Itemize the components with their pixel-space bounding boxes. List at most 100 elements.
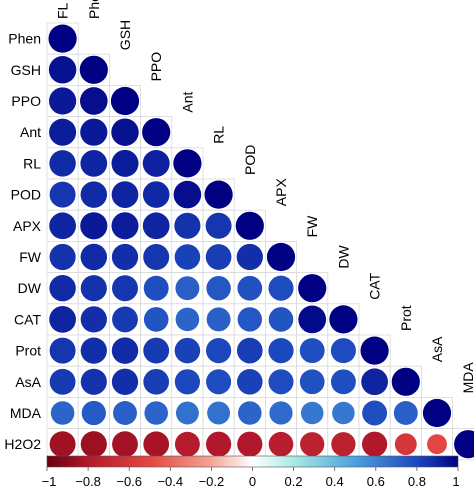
row-label-FW: FW: [19, 249, 42, 265]
colorbar: −1 −0.8 −0.6 −0.4 −0.2 0 0.2 0.4 0.6 0.8 1: [42, 455, 460, 489]
column-label-DW: DW: [335, 244, 351, 268]
column-label-FW: FW: [304, 215, 320, 238]
corr-circle-AsA-FW: [299, 369, 325, 395]
corr-circle-Prot-GSH: [111, 337, 139, 364]
corr-circle-H2O2-Ant: [174, 431, 200, 457]
corr-circle-H2O2-GSH: [112, 431, 138, 458]
corr-circle-H2O2-CAT: [361, 431, 388, 457]
corr-circle-CAT-RL: [206, 307, 231, 332]
column-label-CAT: CAT: [367, 272, 383, 299]
corr-circle-MDA-DW: [332, 401, 355, 425]
corr-circle-CAT-FL: [49, 306, 76, 333]
corr-circle-H2O2-AsA: [427, 434, 447, 455]
corr-circle-MDA-APX: [269, 401, 293, 425]
corr-circle-CAT-PPO: [143, 307, 169, 332]
colorbar-tick-label: −0.4: [157, 474, 183, 489]
row-label-RL: RL: [23, 155, 41, 171]
corr-circle-H2O2-Phen: [80, 431, 107, 458]
column-label-RL: RL: [211, 126, 227, 144]
corr-circle-MDA-Phen: [81, 400, 106, 426]
correlation-circles: [48, 24, 474, 459]
row-label-GSH: GSH: [11, 62, 41, 78]
colorbar-tick-label: 1: [452, 474, 459, 489]
corr-circle-APX-RL: [205, 212, 232, 239]
corr-circle-Ant-PPO: [142, 118, 171, 147]
row-label-MDA: MDA: [10, 405, 42, 421]
corr-circle-GSH-FL: [48, 56, 77, 84]
corr-circle-POD-PPO: [142, 181, 170, 208]
corr-circle-MDA-PPO: [144, 401, 168, 425]
corr-circle-DW-FW: [298, 274, 327, 303]
corr-circle-CAT-DW: [329, 305, 358, 334]
corr-circle-Prot-DW: [330, 338, 356, 364]
corr-circle-DW-PPO: [143, 275, 169, 301]
corr-circle-CAT-Ant: [175, 307, 200, 332]
corr-circle-FW-Phen: [80, 243, 108, 271]
corr-circle-RL-FL: [49, 150, 76, 177]
corr-circle-APX-PPO: [142, 212, 170, 240]
corr-circle-H2O2-FL: [49, 431, 76, 458]
corr-circle-POD-Ant: [173, 180, 202, 209]
corr-circle-POD-Phen: [80, 181, 108, 208]
corr-circle-AsA-APX: [268, 369, 294, 395]
corr-circle-Ant-Phen: [80, 118, 108, 146]
corr-circle-DW-Ant: [175, 276, 200, 301]
corr-circle-AsA-FL: [49, 368, 76, 395]
corr-circle-RL-Phen: [80, 150, 108, 177]
corr-circle-PPO-FL: [49, 87, 77, 115]
row-label-CAT: CAT: [14, 311, 41, 327]
corr-circle-MDA-POD: [238, 401, 262, 425]
column-label-GSH: GSH: [117, 20, 133, 50]
colorbar-tick-label: −0.2: [199, 474, 225, 489]
row-label-PPO: PPO: [11, 93, 41, 109]
row-label-Phen: Phen: [8, 31, 41, 47]
corr-circle-POD-GSH: [111, 181, 139, 208]
corr-circle-Prot-Phen: [80, 337, 107, 364]
corr-circle-GSH-Phen: [79, 55, 108, 84]
row-label-Ant: Ant: [20, 124, 41, 140]
corr-circle-APX-Phen: [80, 212, 108, 240]
corr-circle-AsA-POD: [237, 369, 263, 395]
corr-circle-PPO-GSH: [110, 86, 140, 116]
corr-circle-Prot-CAT: [360, 336, 389, 365]
corr-circle-Phen-FL: [48, 24, 77, 53]
corr-circle-MDA-Ant: [175, 401, 199, 425]
corr-circle-POD-RL: [204, 180, 233, 209]
corr-circle-Prot-Ant: [174, 337, 201, 364]
corr-circle-H2O2-MDA: [454, 430, 474, 459]
corr-circle-AsA-RL: [206, 369, 232, 395]
colorbar-tick-label: 0: [249, 474, 256, 489]
row-label-DW: DW: [18, 280, 42, 296]
corr-circle-AsA-CAT: [361, 368, 388, 396]
corr-circle-DW-POD: [237, 275, 263, 301]
colorbar-ticks: −1 −0.8 −0.6 −0.4 −0.2 0 0.2 0.4 0.6 0.8 1: [42, 467, 460, 489]
variable-labels: Phen GSH PPO Ant RL POD APX FW DW CAT Prot AsA MDA H2…: [4, 0, 474, 452]
corr-circle-APX-Ant: [174, 212, 201, 239]
corr-circle-FW-PPO: [143, 244, 170, 270]
corr-circle-Ant-FL: [49, 118, 77, 146]
corr-circle-H2O2-POD: [237, 431, 263, 457]
corr-circle-DW-Phen: [80, 275, 107, 302]
corr-circle-AsA-DW: [330, 369, 356, 395]
corr-circle-PPO-Phen: [79, 87, 108, 115]
corr-circle-Prot-POD: [236, 337, 263, 364]
row-label-AsA: AsA: [15, 374, 41, 390]
corr-circle-CAT-FW: [298, 305, 327, 334]
corr-circle-RL-GSH: [111, 149, 139, 177]
corr-circle-MDA-RL: [207, 401, 231, 425]
corr-circle-CAT-GSH: [112, 306, 138, 333]
colorbar-tick-label: 0.2: [285, 474, 303, 489]
colorbar-gradient: [46, 455, 459, 468]
corr-circle-CAT-APX: [268, 307, 294, 332]
corr-circle-FW-RL: [205, 244, 232, 270]
corr-circle-MDA-GSH: [113, 401, 137, 425]
corr-circle-FW-POD: [236, 243, 263, 271]
corr-circle-DW-GSH: [112, 275, 138, 302]
corr-circle-Prot-FW: [299, 338, 325, 364]
corr-circle-AsA-Ant: [174, 369, 201, 395]
column-label-Prot: Prot: [398, 305, 414, 331]
column-label-POD: POD: [242, 145, 258, 175]
corr-circle-H2O2-FW: [300, 432, 325, 457]
colorbar-tick-label: 0.8: [408, 474, 426, 489]
